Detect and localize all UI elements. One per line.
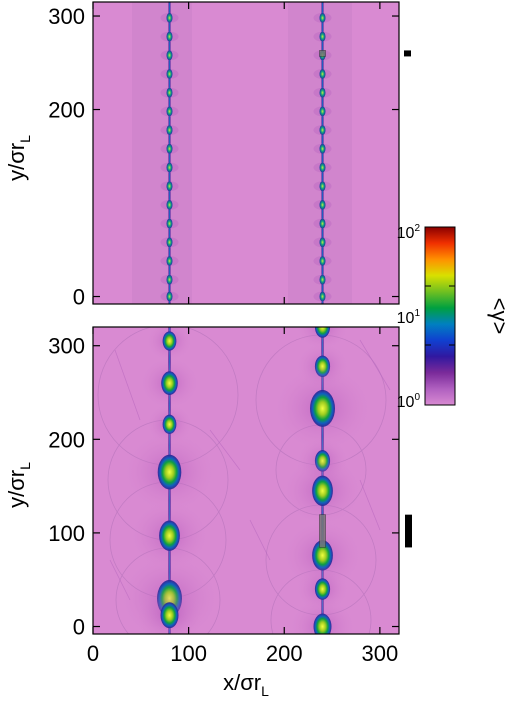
svg-text:y/σrL: y/σrL xyxy=(4,135,33,181)
filament-knot xyxy=(166,255,173,266)
filament-knot xyxy=(319,31,326,42)
bottom-xlabel-subscript: L xyxy=(261,683,269,699)
top-ylabel-subscript: L xyxy=(17,135,33,143)
bottom-streaks xyxy=(109,339,391,601)
filament-knot xyxy=(166,31,173,42)
hot-blob xyxy=(313,613,332,634)
bottom-y-axis-label: y/σrL xyxy=(4,462,33,508)
x-tick-label: 200 xyxy=(266,641,303,666)
top-panel-background xyxy=(93,2,399,304)
filament-knot xyxy=(319,218,326,229)
hot-blob xyxy=(314,327,331,338)
filament-knot xyxy=(166,50,173,61)
y-tick-label: 200 xyxy=(48,98,85,123)
hot-blob xyxy=(312,475,333,506)
filament-knot xyxy=(319,12,326,23)
hot-blob xyxy=(159,520,180,551)
hot-blob xyxy=(314,578,331,600)
hot-blob xyxy=(310,389,335,427)
filament-knot xyxy=(166,106,173,117)
filament-knot xyxy=(319,162,326,173)
bottom-ylabel-subscript: L xyxy=(17,462,33,470)
hot-blob xyxy=(162,414,177,435)
y-tick-label: 0 xyxy=(73,615,85,640)
filament-knot xyxy=(166,218,173,229)
y-tick-label: 300 xyxy=(48,4,85,29)
blob-halo xyxy=(295,327,350,351)
top-ylabel-text: y/σr xyxy=(4,143,29,181)
filament-knot xyxy=(319,255,326,266)
filament-knot xyxy=(166,68,173,79)
top-axis-ticks: 0 200 300 xyxy=(48,2,399,310)
filament-knot xyxy=(166,199,173,210)
y-tick-label: 200 xyxy=(48,427,85,452)
colorbar-tick-1: 100 xyxy=(397,392,421,411)
colorbar-tick-10: 101 xyxy=(397,308,421,327)
colorbar-ticks xyxy=(425,285,455,346)
filament-knot xyxy=(166,181,173,192)
top-panel: 0 200 300 y/σrL xyxy=(4,1,411,310)
x-tick-label: 100 xyxy=(170,641,207,666)
filament-knot xyxy=(319,143,326,154)
filament-knot xyxy=(319,291,326,302)
filament-knot xyxy=(166,274,173,285)
hot-blob xyxy=(160,602,179,629)
bottom-panel-frame xyxy=(92,326,400,635)
colorbar-ramp xyxy=(424,226,456,406)
bottom-axis-ticks: 0 100 200 300 0 100 200 300 xyxy=(48,327,399,666)
filament-knot xyxy=(319,68,326,79)
colorbar-label: <γ> xyxy=(487,298,512,335)
filament-knot xyxy=(166,162,173,173)
bottom-x-axis-label: x/σrL xyxy=(223,670,269,699)
y-tick-label: 0 xyxy=(73,285,85,310)
bottom-ylabel-text: y/σr xyxy=(4,470,29,508)
x-tick-label: 0 xyxy=(87,641,99,666)
filament-knot xyxy=(319,106,326,117)
filament-knot xyxy=(319,87,326,98)
top-panel-frame xyxy=(92,1,400,305)
y-tick-label: 300 xyxy=(48,334,85,359)
bottom-filaments xyxy=(118,327,374,634)
filament-knot xyxy=(166,291,173,302)
filament-knot xyxy=(166,143,173,154)
zoom-region-marker xyxy=(319,50,326,57)
top-y-axis-label: y/σrL xyxy=(4,135,33,181)
svg-text:y/σrL: y/σrL xyxy=(4,462,33,508)
streak xyxy=(114,349,141,421)
filament-knot xyxy=(319,199,326,210)
bottom-xlabel-text: x/σr xyxy=(223,670,261,695)
top-left-stripe-shade xyxy=(132,2,192,304)
colorbar-tick-100: 102 xyxy=(397,223,421,242)
streak xyxy=(359,339,391,391)
hot-blob xyxy=(161,371,178,396)
top-filaments xyxy=(160,2,332,304)
filament-knot xyxy=(166,87,173,98)
streak xyxy=(249,519,271,561)
filament-knot xyxy=(319,274,326,285)
filament-knot xyxy=(166,125,173,136)
x-tick-label: 300 xyxy=(362,641,399,666)
hot-blob xyxy=(157,454,182,490)
filament-knot xyxy=(166,12,173,23)
colorbar: 102 101 100 <γ> xyxy=(397,223,512,411)
top-scale-bar xyxy=(404,50,411,57)
streak xyxy=(359,479,381,531)
filament-knot xyxy=(166,237,173,248)
zoom-region-marker xyxy=(319,514,326,548)
filament-knot xyxy=(319,181,326,192)
y-tick-label: 100 xyxy=(48,521,85,546)
hot-blob xyxy=(312,540,333,571)
filament-knot xyxy=(319,125,326,136)
bottom-scale-bar xyxy=(405,514,412,548)
hot-blob xyxy=(162,331,177,351)
filament-knot xyxy=(319,237,326,248)
streak xyxy=(209,429,241,471)
